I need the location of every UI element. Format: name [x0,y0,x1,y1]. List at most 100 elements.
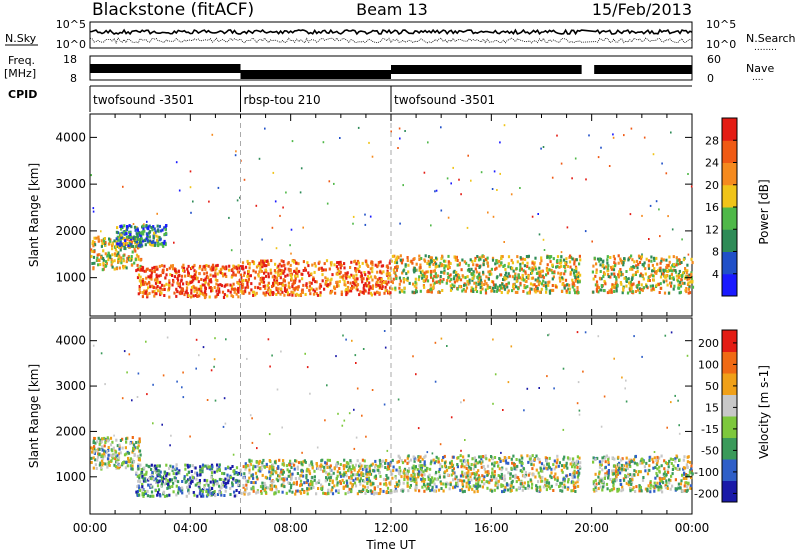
data-point [153,237,155,240]
data-point [564,270,566,273]
data-point [124,239,126,242]
data-point [407,485,409,488]
data-point [659,235,661,237]
data-point [358,262,360,265]
data-point [566,462,568,465]
data-point [485,457,487,460]
data-point [551,271,553,274]
data-point [113,447,115,450]
data-point [331,273,333,276]
data-point [355,484,357,487]
data-point [647,472,649,475]
data-point [99,453,101,456]
data-point [102,268,104,271]
data-point [135,491,137,494]
data-point [592,291,594,294]
data-point [125,452,127,455]
data-point [577,331,579,333]
data-point [611,286,613,289]
data-point [372,287,374,290]
data-point [152,290,154,293]
freq-panel: Freq. [MHz] 18 8 60 0 Nave .... [4,53,774,85]
data-point [642,476,644,479]
data-point [116,461,118,464]
data-point [447,474,449,477]
data-point [592,461,594,464]
data-point [299,484,301,487]
data-point [229,487,231,490]
data-point [601,468,603,471]
data-point [208,201,210,203]
data-point [384,466,386,469]
data-point [101,242,103,245]
data-point [336,281,338,284]
data-point [563,265,565,268]
data-point [296,293,298,296]
data-point [364,273,366,276]
data-point [461,290,463,293]
data-point [670,285,672,288]
data-point [475,288,477,291]
data-point [374,460,376,463]
data-point [625,469,627,472]
data-point [93,437,95,440]
data-point [118,456,120,459]
data-point [546,269,548,272]
data-point [512,486,514,489]
data-point [176,277,178,280]
data-point [189,476,191,479]
data-point [372,284,374,287]
data-point [356,277,358,280]
data-point [572,489,574,492]
data-point [413,478,415,481]
data-point [298,270,300,273]
data-point [160,229,162,232]
data-point [272,282,274,285]
data-point [272,293,274,296]
data-point [325,281,327,284]
data-point [538,475,540,478]
data-point [333,183,335,185]
data-point [182,269,184,272]
data-point [369,470,371,473]
data-point [250,282,252,285]
data-point [404,287,406,290]
data-point [332,492,334,495]
data-point [418,275,420,278]
data-point [487,470,489,473]
data-point [402,259,404,262]
data-point [652,284,654,287]
data-point [373,493,375,496]
data-point [525,286,527,289]
data-point [595,489,597,492]
data-point [210,481,212,484]
data-point [267,272,269,275]
data-point [275,281,277,284]
data-point [552,277,554,280]
data-point [137,276,139,279]
data-point [624,474,626,477]
data-point [127,464,129,467]
data-point [460,465,462,468]
data-point [148,292,150,295]
data-point [320,484,322,487]
data-point [366,465,368,468]
data-point [295,262,297,265]
data-point [549,257,551,260]
data-point [339,137,341,139]
data-point [283,294,285,297]
data-point [684,485,686,488]
data-point [528,474,530,477]
data-point [217,264,219,267]
data-point [400,254,402,257]
data-point [410,474,412,477]
data-point [271,285,273,288]
data-point [204,289,206,292]
data-point [91,461,93,464]
data-point [459,489,461,492]
data-point [418,456,420,459]
data-point [444,264,446,267]
data-point [125,466,127,469]
data-point [644,261,646,264]
